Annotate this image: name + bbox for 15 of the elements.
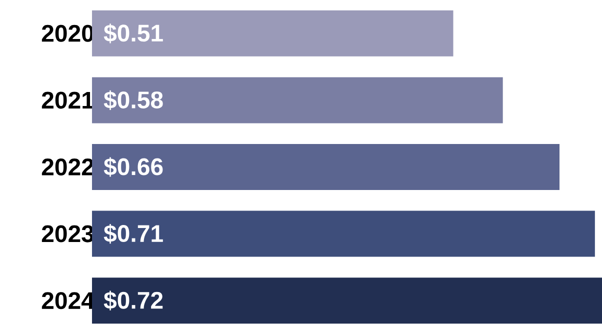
y-tick-label: 2024 xyxy=(42,292,94,310)
data-label: $0.58 xyxy=(104,90,163,110)
data-label: $0.71 xyxy=(104,224,163,244)
bar xyxy=(92,210,595,257)
bar xyxy=(92,77,503,124)
y-tick-label: 2023 xyxy=(42,225,94,242)
data-label: $0.51 xyxy=(104,24,163,44)
y-tick-label: 2021 xyxy=(42,92,94,109)
bar xyxy=(92,10,454,56)
y-tick-label: 2020 xyxy=(42,24,94,42)
data-label: $0.72 xyxy=(104,290,163,310)
bar xyxy=(92,278,602,324)
y-tick-label: 2022 xyxy=(42,158,94,176)
bar xyxy=(92,144,560,190)
data-label: $0.66 xyxy=(104,157,163,177)
